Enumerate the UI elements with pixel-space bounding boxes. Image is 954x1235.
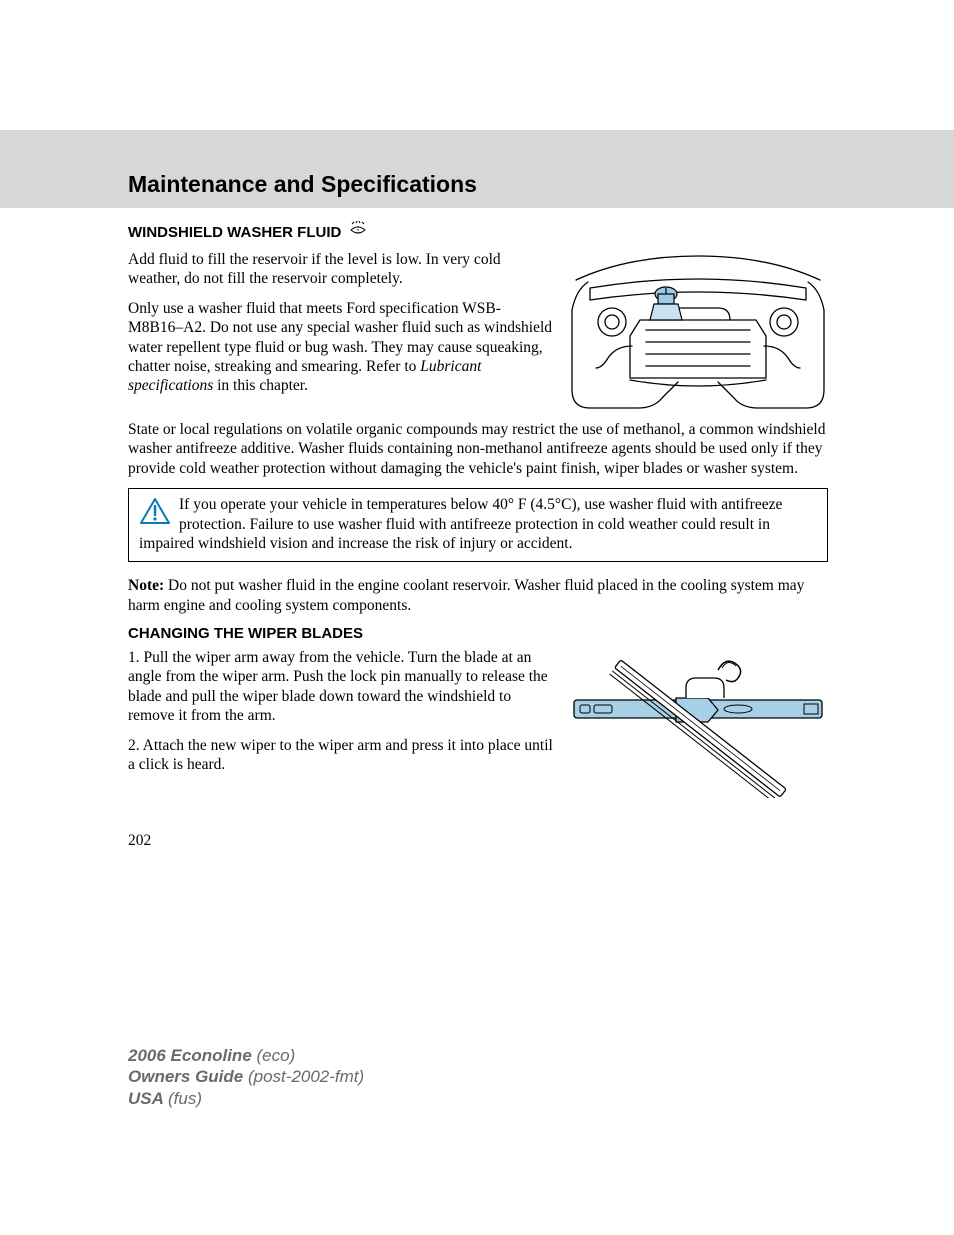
footer-l1b: (eco)	[257, 1046, 296, 1065]
wiper-p2: 2. Attach the new wiper to the wiper arm…	[128, 736, 554, 775]
washer-p1: Add fluid to fill the reservoir if the l…	[128, 250, 554, 289]
warning-text: If you operate your vehicle in temperatu…	[139, 495, 817, 553]
washer-reservoir-icon	[650, 287, 682, 320]
warning-box: If you operate your vehicle in temperatu…	[128, 488, 828, 562]
note-text: Do not put washer fluid in the engine co…	[128, 577, 804, 613]
page-content: WINDSHIELD WASHER FLUID Add fluid to fil…	[128, 220, 828, 850]
footer-line-2: Owners Guide (post-2002-fmt)	[128, 1066, 364, 1087]
footer-l1a: 2006 Econoline	[128, 1046, 257, 1065]
heading-text-wiper: CHANGING THE WIPER BLADES	[128, 625, 363, 642]
footer-line-3: USA (fus)	[128, 1088, 364, 1109]
header-band: Maintenance and Specifications	[0, 130, 954, 208]
washer-p2a: Only use a washer fluid that meets Ford …	[128, 300, 552, 375]
page-number: 202	[128, 832, 828, 850]
note-paragraph: Note: Do not put washer fluid in the eng…	[128, 576, 828, 615]
footer-line-1: 2006 Econoline (eco)	[128, 1045, 364, 1066]
wiper-block: 1. Pull the wiper arm away from the vehi…	[128, 648, 828, 798]
heading-text: WINDSHIELD WASHER FLUID	[128, 224, 341, 241]
wiper-text-col: 1. Pull the wiper arm away from the vehi…	[128, 648, 554, 784]
washer-text-col: Add fluid to fill the reservoir if the l…	[128, 250, 554, 406]
washer-p2: Only use a washer fluid that meets Ford …	[128, 299, 554, 396]
washer-p2b: in this chapter.	[213, 377, 308, 394]
footer-block: 2006 Econoline (eco) Owners Guide (post-…	[128, 1045, 364, 1109]
footer-l3b: (fus)	[168, 1089, 202, 1108]
engine-bay-icon	[568, 250, 828, 420]
footer-l2b: (post-2002-fmt)	[248, 1067, 364, 1086]
note-label: Note:	[128, 577, 164, 594]
wiper-p1: 1. Pull the wiper arm away from the vehi…	[128, 648, 554, 726]
wiper-figure	[568, 648, 828, 798]
engine-figure	[568, 250, 828, 420]
section-heading-washer: WINDSHIELD WASHER FLUID	[128, 220, 828, 244]
footer-l2a: Owners Guide	[128, 1067, 248, 1086]
washer-symbol-icon	[347, 220, 369, 244]
warning-triangle-icon	[139, 497, 171, 530]
footer-l3a: USA	[128, 1089, 168, 1108]
section-heading-wiper: CHANGING THE WIPER BLADES	[128, 625, 828, 642]
washer-block: Add fluid to fill the reservoir if the l…	[128, 250, 828, 420]
washer-p3: State or local regulations on volatile o…	[128, 420, 828, 478]
wiper-blade-icon	[568, 648, 828, 798]
page-title: Maintenance and Specifications	[128, 171, 477, 198]
